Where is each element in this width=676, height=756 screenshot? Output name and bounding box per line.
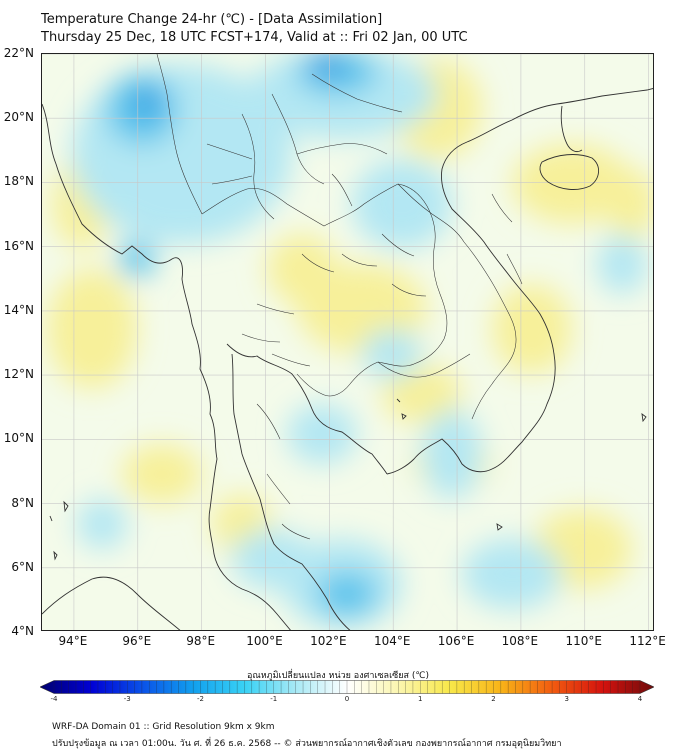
map-canvas <box>42 54 653 630</box>
latitude-label: 8°N <box>11 495 34 510</box>
longitude-label: 94°E <box>58 634 88 648</box>
longitude-label: 112°E <box>629 634 666 648</box>
temperature-change-map <box>41 53 654 631</box>
footer-domain-info: WRF-DA Domain 01 :: Grid Resolution 9km … <box>52 722 275 732</box>
latitude-label: 10°N <box>3 431 34 446</box>
country-province-borders <box>156 54 523 540</box>
map-subtitle: Thursday 25 Dec, 18 UTC FCST+174, Valid … <box>41 30 468 45</box>
colorbar-tick-label: 4 <box>637 695 643 703</box>
footer-update-info: ปรับปรุงข้อมูล ณ เวลา 01:00น. วัน ศ. ที่… <box>52 739 562 749</box>
colorbar-title: อุณหภูมิเปลี่ยนแปลง หน่วย องศาเซลเซียส (… <box>246 671 430 681</box>
colorbar-tick-label: 3 <box>564 695 569 703</box>
colorbar-tick-label: -3 <box>123 695 131 703</box>
map-title: Temperature Change 24-hr (℃) - [Data Ass… <box>41 12 383 27</box>
longitude-label: 108°E <box>501 634 539 648</box>
longitude-label: 104°E <box>373 634 411 648</box>
colorbar-tick-label: 2 <box>491 695 496 703</box>
longitude-label: 96°E <box>122 634 152 648</box>
latitude-label: 14°N <box>3 302 34 317</box>
latitude-label: 18°N <box>3 174 34 189</box>
colorbar-tick-label: -2 <box>197 695 204 703</box>
coastline-and-borders <box>42 88 653 630</box>
colorbar-tick-label: -4 <box>50 695 58 703</box>
colorbar-tick-label: -1 <box>270 695 278 703</box>
colorbar-tick-label: 0 <box>344 695 350 703</box>
latitude-label: 12°N <box>3 367 34 382</box>
longitude-label: 98°E <box>186 634 216 648</box>
latitude-label: 6°N <box>11 559 34 574</box>
latitude-label: 16°N <box>3 238 34 253</box>
colorbar-tick-label: 1 <box>418 695 423 703</box>
latitude-label: 4°N <box>11 624 34 638</box>
colorbar <box>40 680 654 694</box>
graticule <box>42 54 653 630</box>
longitude-label: 100°E <box>246 634 283 648</box>
latitude-label: 22°N <box>3 46 34 60</box>
longitude-label: 110°E <box>565 634 603 648</box>
temperature-field <box>47 54 653 629</box>
longitude-label: 102°E <box>310 634 347 648</box>
longitude-label: 106°E <box>437 634 475 648</box>
latitude-label: 20°N <box>3 110 34 125</box>
